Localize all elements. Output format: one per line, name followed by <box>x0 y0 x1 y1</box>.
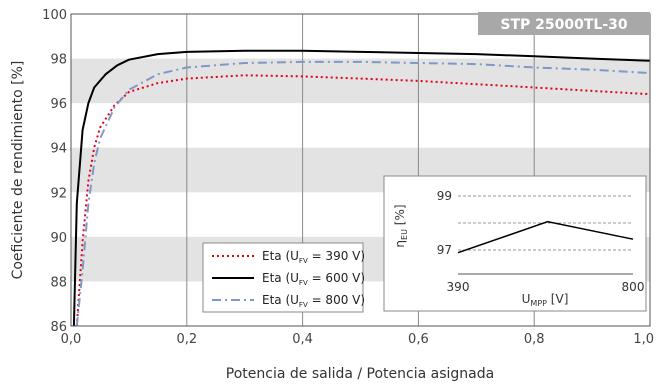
plot-frame <box>70 13 651 327</box>
legend-entry-sub: FV <box>299 301 308 309</box>
x-tick-label: 0,8 <box>524 332 545 347</box>
y-tick-labels: 86 88 90 92 94 96 98 100 <box>42 8 67 335</box>
model-badge: STP 25000TL-30 <box>478 12 650 35</box>
inset-y-label: ηEU [%] <box>393 204 409 247</box>
legend-entry-sub: FV <box>299 279 308 287</box>
inset-y-label-main: η <box>393 240 407 248</box>
model-badge-text: STP 25000TL-30 <box>500 17 627 33</box>
legend: Eta (UFV = 390 V)Eta (UFV = 600 V)Eta (U… <box>202 242 365 313</box>
legend-entry-suffix: = 600 V) <box>308 271 365 285</box>
legend-entry-1: Eta (UFV = 600 V) <box>262 271 365 287</box>
legend-entry-suffix: = 800 V) <box>308 293 365 307</box>
model-badge-bg <box>478 12 650 35</box>
x-tick-label: 0,4 <box>292 332 313 347</box>
inset-y-tick: 97 <box>437 243 452 257</box>
legend-entry-sub: FV <box>299 257 308 265</box>
series-line-1 <box>72 49 651 327</box>
inset-x-label-main: U <box>522 292 531 306</box>
inset-y-tick: 99 <box>437 189 452 203</box>
y-tick-label: 98 <box>50 53 67 68</box>
y-tick-label: 100 <box>42 8 67 23</box>
y-tick-label: 96 <box>50 97 67 112</box>
x-tick-labels: 0,0 0,2 0,4 0,6 0,8 1,0 <box>61 332 654 347</box>
y-tick-label: 86 <box>50 320 67 335</box>
series-lines <box>72 49 651 327</box>
legend-entry-prefix: Eta (U <box>262 271 299 285</box>
inset-x-label: UMPP [V] <box>522 292 569 308</box>
inset-y-label-unit: [%] <box>393 204 407 229</box>
series-line-0 <box>75 74 651 327</box>
legend-entry-0: Eta (UFV = 390 V) <box>262 249 365 265</box>
y-tick-label: 92 <box>50 186 67 201</box>
y-tick-label: 94 <box>50 142 67 157</box>
legend-entry-suffix: = 390 V) <box>308 249 365 263</box>
y-axis-label: Coeficiente de rendimiento [%] <box>10 61 26 280</box>
x-axis-label: Potencia de salida / Potencia asignada <box>226 366 494 382</box>
y-tick-label: 88 <box>50 275 67 290</box>
x-tick-label: 0,0 <box>61 332 82 347</box>
inset-chart: 97 99 390 800 ηEU [%] UMPP [V] <box>383 175 647 312</box>
inset-tick-labels: 97 99 390 800 <box>437 189 645 294</box>
inset-series-line-0 <box>457 220 634 254</box>
x-tick-label: 0,6 <box>408 332 429 347</box>
legend-entry-2: Eta (UFV = 800 V) <box>262 293 365 309</box>
y-tick-label: 90 <box>50 231 67 246</box>
x-tick-label: 1,0 <box>633 332 654 347</box>
inset-x-label-unit: [V] <box>547 292 568 306</box>
inset-y-label-sub: EU <box>400 229 409 240</box>
grey-band-2 <box>71 58 650 104</box>
inset-series <box>457 220 634 254</box>
x-tick-label: 0,2 <box>176 332 197 347</box>
inset-box <box>383 175 647 312</box>
legend-entry-prefix: Eta (U <box>262 293 299 307</box>
inset-x-tick: 390 <box>447 280 470 294</box>
inset-x-label-sub: MPP <box>530 299 547 308</box>
inset-x-tick: 800 <box>622 280 645 294</box>
series-line-2 <box>75 60 651 327</box>
legend-entry-prefix: Eta (U <box>262 249 299 263</box>
